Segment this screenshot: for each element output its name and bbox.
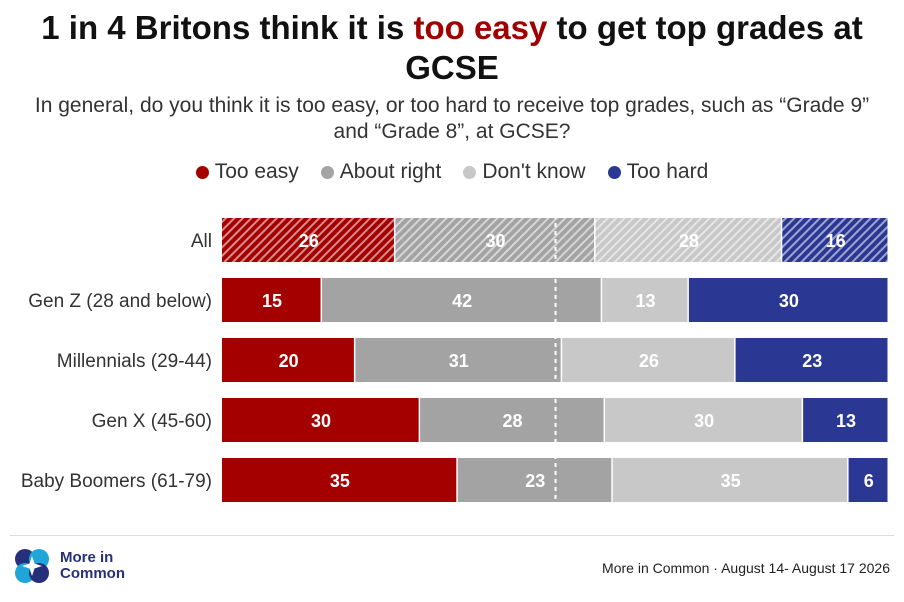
legend-swatch	[320, 165, 334, 179]
data-label: 26	[639, 351, 659, 371]
legend-item-too-hard: Too hard	[607, 160, 709, 184]
legend-label: About right	[339, 160, 442, 183]
chart-title: 1 in 4 Britons think it is too easy to g…	[0, 8, 904, 88]
bar-segment	[457, 458, 612, 502]
data-label: 28	[503, 411, 523, 431]
data-label: 13	[836, 411, 856, 431]
legend-swatch	[463, 165, 477, 179]
logo-wordmark: More in Common	[60, 550, 125, 582]
title-highlight: too easy	[413, 9, 548, 46]
bar-segment	[222, 458, 457, 502]
legend-label: Too easy	[214, 160, 299, 183]
data-label: 26	[299, 231, 319, 251]
bar-segment	[420, 398, 604, 442]
bar-segment	[222, 278, 321, 322]
bar-segment	[395, 218, 595, 262]
data-label: 30	[694, 411, 714, 431]
bar-segment	[688, 278, 888, 322]
chart-subtitle: In general, do you think it is too easy,…	[34, 94, 870, 143]
stacked-bar-chart: All 26 30 28 16 Gen Z (28 and below) 15 42 13 30 M…	[21, 215, 888, 505]
legend-label: Don't know	[482, 160, 586, 183]
data-label: 23	[525, 471, 545, 491]
bar-segment	[782, 218, 888, 262]
bar-segment	[602, 278, 688, 322]
data-label: 42	[452, 291, 472, 311]
category-label: Gen Z (28 and below)	[28, 291, 212, 312]
data-label: 20	[279, 351, 299, 371]
logo: More in Common	[12, 546, 125, 586]
category-label: Baby Boomers (61-79)	[21, 471, 212, 492]
data-label: 28	[679, 231, 699, 251]
source-note: More in Common · August 14- August 17 20…	[602, 560, 890, 576]
category-label: Gen X (45-60)	[92, 411, 212, 432]
footer-divider	[10, 535, 894, 536]
bar-segment	[322, 278, 601, 322]
data-label: 30	[311, 411, 331, 431]
bar-segment	[222, 338, 354, 382]
data-label: 30	[485, 231, 505, 251]
bar-segment	[848, 458, 888, 502]
data-label: 35	[721, 471, 741, 491]
legend-swatch	[607, 165, 621, 179]
logo-line-2: Common	[60, 565, 125, 582]
data-label: 6	[864, 471, 874, 491]
bar-segment	[803, 398, 888, 442]
legend-item-dont-know: Don't know	[463, 160, 586, 184]
bar-segment	[355, 338, 561, 382]
data-label: 23	[802, 351, 822, 371]
bar-segment	[605, 398, 802, 442]
data-label: 15	[262, 291, 282, 311]
legend-swatch	[195, 165, 209, 179]
bar-segment	[222, 398, 419, 442]
category-label: All	[191, 231, 212, 252]
title-part-1: 1 in 4 Britons think it is	[41, 9, 414, 46]
logo-mark-icon	[15, 549, 49, 583]
data-label: 30	[779, 291, 799, 311]
legend: Too easy About right Don't know Too hard	[0, 160, 904, 184]
bar-segment	[612, 458, 848, 502]
data-label: 31	[449, 351, 469, 371]
bar-segment	[222, 218, 394, 262]
bar-segment	[735, 338, 888, 382]
data-label: 16	[826, 231, 846, 251]
bar-segment	[595, 218, 781, 262]
bar-segment	[562, 338, 735, 382]
legend-item-about-right: About right	[320, 160, 442, 184]
data-label: 13	[636, 291, 656, 311]
legend-label: Too hard	[626, 160, 709, 183]
title-part-2: to get top grades at GCSE	[405, 9, 863, 86]
data-label: 35	[330, 471, 350, 491]
legend-item-too-easy: Too easy	[195, 160, 299, 184]
logo-line-1: More in	[60, 549, 114, 566]
category-label: Millennials (29-44)	[57, 351, 212, 372]
